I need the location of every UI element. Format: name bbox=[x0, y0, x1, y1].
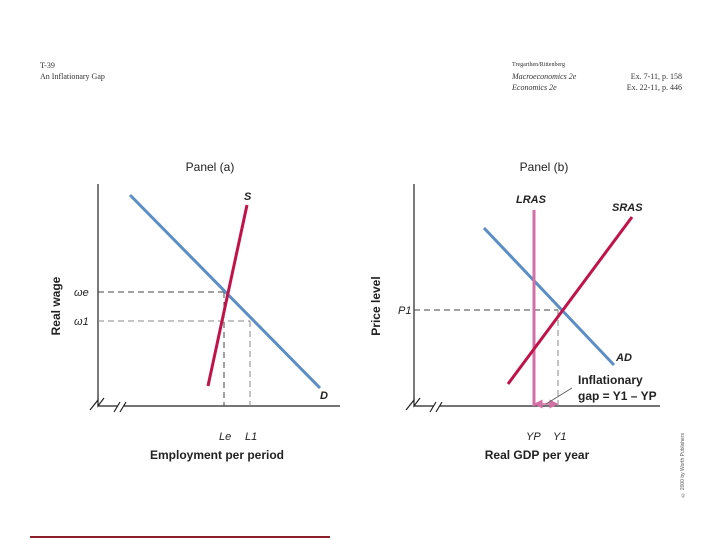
gap-pointer-line bbox=[545, 387, 573, 405]
panel-b-axis-break-x bbox=[429, 401, 443, 413]
lras-label: LRAS bbox=[516, 194, 547, 206]
sras-label: SRAS bbox=[612, 202, 643, 214]
reference-location-2: Ex. 22-11, p. 446 bbox=[626, 83, 682, 92]
panel-b-x-label: Real GDP per year bbox=[485, 448, 590, 462]
price-1-label: P1 bbox=[398, 305, 411, 317]
panel-b-title: Panel (b) bbox=[520, 160, 569, 174]
demand-label: D bbox=[320, 390, 328, 402]
panel-b-y-label: Price level bbox=[369, 276, 383, 335]
panel-a-y-label: Real wage bbox=[49, 276, 63, 335]
gap-label-line2: gap = Y1 – YP bbox=[578, 389, 657, 403]
slide-header-right: Tregarthen/Rittenberg Macroeconomics 2e … bbox=[512, 60, 682, 93]
potential-output-label: YP bbox=[526, 431, 541, 443]
slide-header-left: T-39 An Inflationary Gap bbox=[40, 60, 105, 82]
reference-row-1: Macroeconomics 2e Ex. 7-11, p. 158 bbox=[512, 71, 682, 82]
reference-book-2: Economics 2e bbox=[512, 83, 557, 92]
labor-supply-curve bbox=[206, 204, 249, 387]
wage-e-label: ωe bbox=[74, 287, 89, 299]
wage-1-label: ω1 bbox=[74, 316, 89, 328]
reference-book-1: Macroeconomics 2e bbox=[512, 72, 577, 81]
ad-label: AD bbox=[615, 352, 632, 364]
reference-location-1: Ex. 7-11, p. 158 bbox=[630, 72, 682, 81]
panel-a: Panel (a) S D ωe ω1 Le L1 Employment per… bbox=[49, 160, 340, 462]
emp-e-label: Le bbox=[219, 431, 231, 443]
output-1-label: Y1 bbox=[553, 431, 566, 443]
copyright-notice: © 2000 by Worth Publishers bbox=[680, 433, 686, 498]
sras-curve bbox=[506, 216, 634, 385]
labor-demand-curve bbox=[128, 193, 322, 390]
gap-label-line1: Inflationary bbox=[578, 373, 643, 387]
panel-a-x-label: Employment per period bbox=[150, 448, 284, 462]
footer-bar bbox=[30, 536, 330, 538]
authors: Tregarthen/Rittenberg bbox=[512, 62, 565, 68]
emp-1-label: L1 bbox=[245, 431, 257, 443]
panel-a-title: Panel (a) bbox=[186, 160, 235, 174]
panel-a-axis-break-x bbox=[113, 401, 127, 413]
supply-label: S bbox=[244, 191, 252, 203]
reference-row-2: Economics 2e Ex. 22-11, p. 446 bbox=[512, 82, 682, 93]
panel-a-axis-break-left bbox=[89, 397, 105, 411]
panel-b-axis-break-left bbox=[405, 397, 421, 411]
panel-b: Panel (b) LRAS SRAS AD P1 YP Y1 Inflatio… bbox=[369, 160, 660, 462]
aggregate-demand-curve bbox=[482, 226, 616, 367]
slide-code: T-39 bbox=[40, 61, 55, 70]
slide-title: An Inflationary Gap bbox=[40, 72, 105, 81]
